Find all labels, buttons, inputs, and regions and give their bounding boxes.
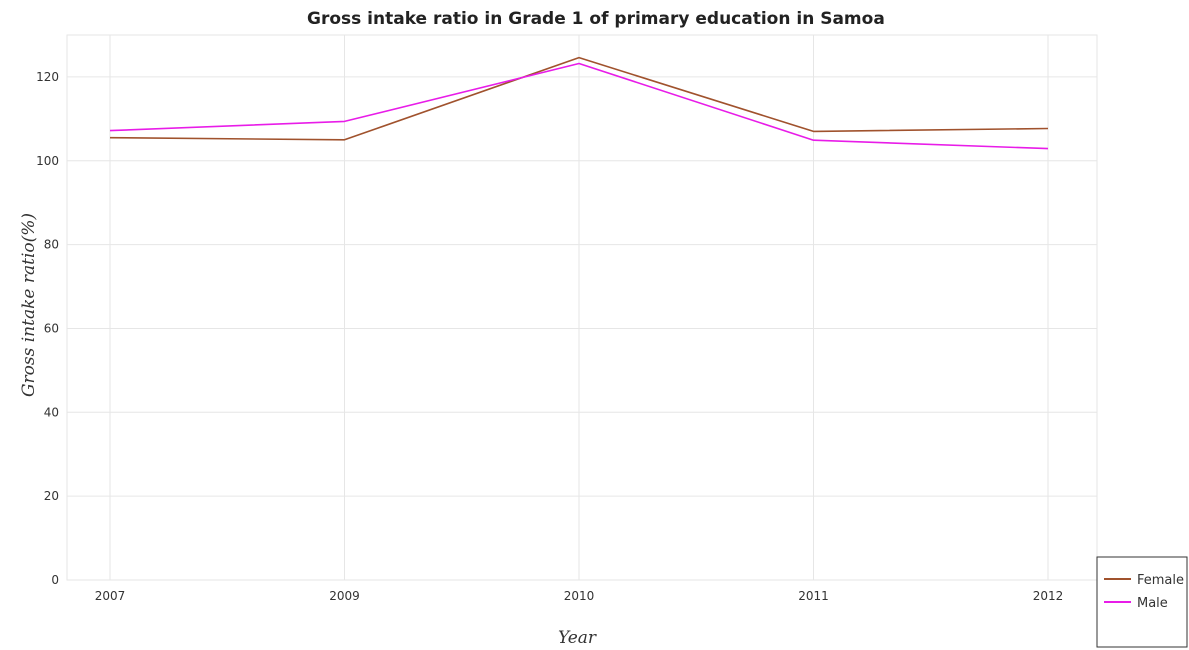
y-axis-ticks: 0 20 40 60 80 100 120 xyxy=(36,70,59,587)
x-tick-label: 2007 xyxy=(95,589,126,603)
x-axis-ticks: 2007 2009 2010 2011 2012 xyxy=(95,589,1064,603)
x-tick-label: 2009 xyxy=(329,589,360,603)
x-tick-label: 2011 xyxy=(798,589,829,603)
series-line-female xyxy=(109,56,1049,141)
y-tick-label: 100 xyxy=(36,154,59,168)
y-tick-label: 80 xyxy=(44,238,59,252)
series-group xyxy=(109,56,1049,150)
x-tick-label: 2010 xyxy=(564,589,595,603)
legend: Female Male xyxy=(1096,556,1188,648)
y-tick-label: 40 xyxy=(44,405,59,419)
y-tick-label: 120 xyxy=(36,70,59,84)
gridlines xyxy=(66,34,1098,581)
y-tick-label: 60 xyxy=(44,321,59,335)
x-axis-label: Year xyxy=(558,628,597,648)
y-axis-label: Gross intake ratio(%) xyxy=(19,213,39,397)
chart-title: Gross intake ratio in Grade 1 of primary… xyxy=(307,9,885,29)
legend-label-male: Male xyxy=(1137,596,1168,611)
plot-area xyxy=(66,34,1098,581)
y-tick-label: 20 xyxy=(44,489,59,503)
x-tick-label: 2012 xyxy=(1033,589,1064,603)
y-tick-label: 0 xyxy=(51,573,59,587)
legend-label-female: Female xyxy=(1137,573,1184,588)
